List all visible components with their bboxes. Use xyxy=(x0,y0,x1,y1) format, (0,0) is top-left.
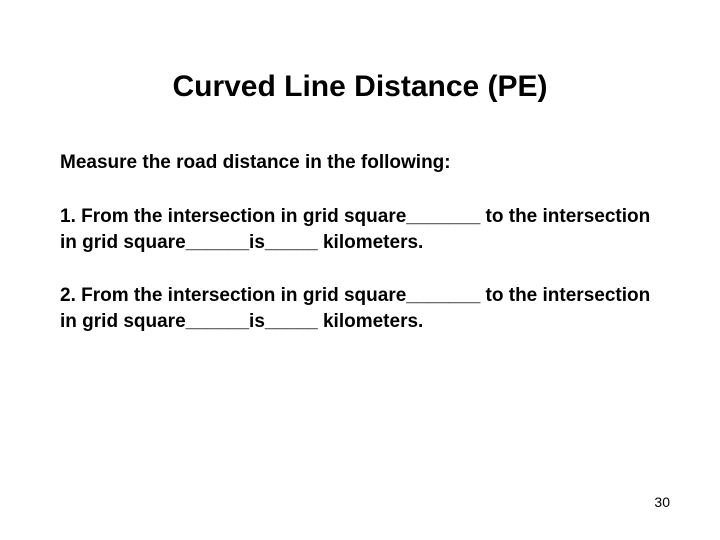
page-number: 30 xyxy=(654,494,670,510)
question-2: 2. From the intersection in grid square_… xyxy=(60,283,660,334)
question-1: 1. From the intersection in grid square_… xyxy=(60,204,660,255)
instruction-text: Measure the road distance in the followi… xyxy=(60,152,660,174)
slide-content: Curved Line Distance (PE) Measure the ro… xyxy=(0,0,720,335)
slide-title: Curved Line Distance (PE) xyxy=(60,70,660,104)
